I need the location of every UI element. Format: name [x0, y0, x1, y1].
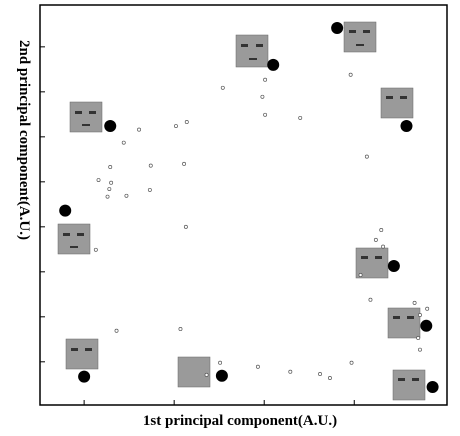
image-point — [426, 381, 439, 394]
trajectory-point — [358, 273, 363, 277]
trajectory-point — [418, 347, 422, 352]
trajectory-point — [105, 194, 110, 199]
trajectory-point — [93, 247, 98, 252]
trajectory-point — [263, 77, 268, 82]
y-axis-label: 2nd principal component(A.U.) — [16, 40, 32, 240]
trajectory-point — [109, 180, 114, 185]
trajectory-point — [178, 327, 183, 331]
image-point — [267, 58, 280, 71]
image-point — [215, 369, 228, 382]
trajectory-point — [412, 300, 417, 305]
trajectory-point — [147, 187, 152, 192]
trajectory-point — [416, 336, 421, 340]
trajectory-point — [373, 237, 378, 242]
image-point — [78, 370, 91, 383]
image-point — [400, 120, 413, 133]
trajectory-point — [418, 313, 422, 317]
trajectory-point — [318, 372, 322, 376]
trajectory-point — [114, 328, 119, 333]
trajectory-point — [107, 187, 112, 191]
trajectory-point — [425, 306, 430, 311]
trajectory-point — [368, 297, 373, 302]
trajectory-point — [298, 115, 303, 120]
trajectory-point — [148, 163, 153, 168]
trajectory-point — [349, 360, 354, 365]
trajectory-point — [348, 72, 353, 77]
image-point — [104, 120, 117, 133]
face-thumbnails — [57, 21, 426, 401]
image-point — [59, 204, 72, 217]
trajectory-point — [108, 165, 113, 169]
trajectory-point — [260, 94, 265, 99]
trajectory-point — [137, 127, 141, 132]
trajectory-point — [381, 244, 386, 249]
trajectory-point — [288, 369, 293, 374]
trajectory-point — [263, 112, 268, 117]
trajectory-point — [174, 124, 178, 128]
trajectory-point — [183, 224, 188, 229]
trajectory-point — [220, 85, 225, 90]
face-features — [63, 30, 419, 381]
trajectory-point — [255, 364, 260, 369]
trajectory-point — [124, 193, 129, 198]
trajectory-point — [218, 360, 223, 365]
trajectory-point — [96, 178, 101, 182]
plot-frame — [39, 4, 448, 406]
trajectory-point — [184, 120, 189, 124]
trajectory-point — [182, 161, 187, 166]
trajectory-point — [364, 154, 369, 159]
trajectory-point — [204, 372, 209, 377]
trajectory-point — [379, 228, 384, 232]
x-axis-label: 1st principal component(A.U.) — [143, 413, 337, 429]
image-point — [331, 21, 344, 34]
trajectory-point — [327, 376, 332, 380]
trajectory-point — [121, 140, 126, 145]
image-point — [387, 259, 400, 272]
image-point — [420, 319, 433, 332]
